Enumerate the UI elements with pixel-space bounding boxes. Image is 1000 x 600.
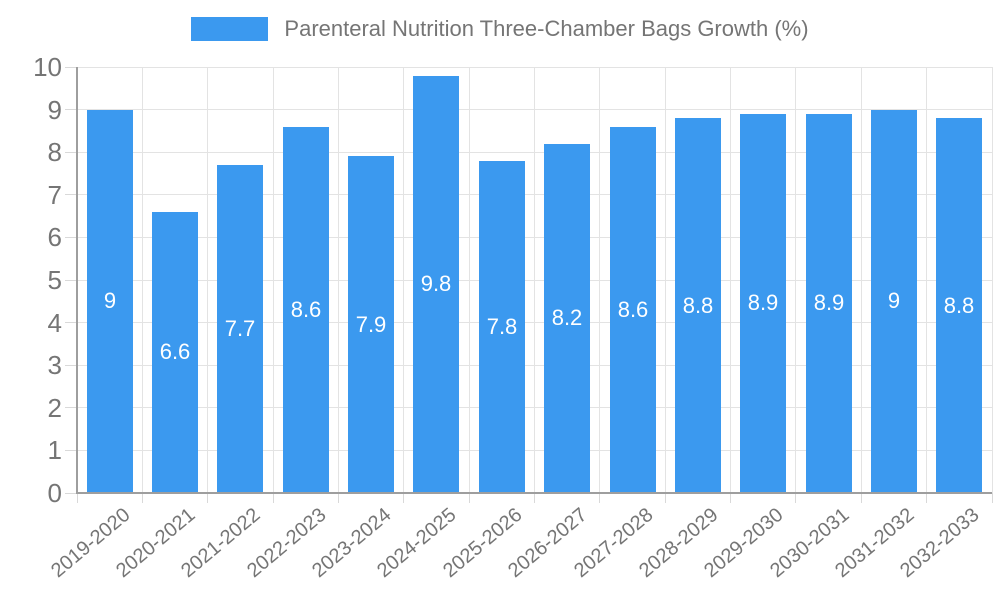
x-gridline — [664, 67, 666, 493]
bar — [544, 144, 590, 493]
y-tick-mark — [65, 279, 77, 281]
x-tick-mark — [795, 493, 797, 503]
bar — [283, 127, 329, 493]
x-gridline — [991, 67, 993, 493]
bar-value-label: 6.6 — [159, 339, 191, 364]
bar — [479, 161, 525, 493]
x-gridline — [795, 67, 797, 493]
bar — [806, 114, 852, 493]
bar — [610, 127, 656, 493]
x-gridline — [403, 67, 405, 493]
bar-value-label: 7.8 — [486, 314, 518, 339]
x-tick-mark — [272, 493, 274, 503]
y-axis-tick-label: 1 — [47, 435, 62, 465]
x-tick-mark — [730, 493, 732, 503]
x-gridline — [534, 67, 535, 493]
x-tick-mark — [403, 493, 405, 503]
x-tick-mark — [926, 493, 928, 503]
x-tick-mark — [76, 493, 78, 503]
y-tick-mark — [65, 236, 77, 238]
bar-value-label: 7.7 — [224, 316, 256, 341]
bar — [87, 110, 133, 493]
x-gridline — [468, 67, 470, 493]
x-gridline — [207, 67, 209, 493]
bar — [675, 118, 721, 493]
y-axis-tick-label: 9 — [47, 95, 62, 125]
bar-value-label: 8.6 — [617, 297, 649, 322]
y-tick-mark — [65, 492, 77, 494]
bar — [217, 165, 263, 493]
bar-value-label: 8.2 — [551, 305, 583, 330]
bar-value-label: 8.9 — [747, 290, 779, 315]
y-tick-mark — [65, 364, 77, 366]
x-gridline — [141, 67, 143, 493]
legend-label: Parenteral Nutrition Three-Chamber Bags … — [284, 16, 809, 41]
y-axis-tick-label: 2 — [47, 393, 62, 423]
x-tick-mark — [534, 493, 535, 503]
x-tick-mark — [860, 493, 862, 503]
x-gridline — [599, 67, 601, 493]
bar-value-label: 8.8 — [682, 293, 714, 318]
y-axis-tick-label: 4 — [47, 308, 62, 338]
legend: Parenteral Nutrition Three-Chamber Bags … — [0, 14, 1000, 44]
x-axis-line — [76, 492, 992, 494]
bar-value-label: 9 — [887, 288, 901, 313]
y-tick-mark — [65, 66, 77, 68]
x-tick-mark — [337, 493, 339, 503]
bar — [152, 212, 198, 493]
x-gridline — [337, 67, 339, 493]
bar-value-label: 9.8 — [420, 271, 452, 296]
y-tick-mark — [65, 449, 77, 451]
bar-value-label: 8.9 — [813, 290, 845, 315]
x-gridline — [926, 67, 928, 493]
y-axis-tick-label: 10 — [33, 52, 62, 82]
y-axis-line — [76, 67, 78, 494]
x-tick-mark — [599, 493, 601, 503]
bar-value-label: 7.9 — [355, 312, 387, 337]
bar — [413, 76, 459, 493]
y-axis-tick-label: 8 — [47, 137, 62, 167]
bar — [871, 110, 917, 493]
y-tick-mark — [65, 109, 77, 111]
bar — [936, 118, 982, 493]
bar — [740, 114, 786, 493]
bar-value-label: 8.8 — [943, 293, 975, 318]
y-axis-tick-label: 0 — [47, 478, 62, 508]
x-tick-mark — [468, 493, 470, 503]
y-axis-tick-label: 3 — [47, 350, 62, 380]
x-tick-mark — [991, 493, 993, 503]
y-tick-mark — [65, 322, 77, 324]
y-tick-mark — [65, 194, 77, 196]
legend-swatch — [191, 17, 269, 41]
y-axis-tick-label: 5 — [47, 265, 62, 295]
y-tick-mark — [65, 151, 77, 153]
x-gridline — [272, 67, 274, 493]
x-tick-mark — [664, 493, 666, 503]
bar — [348, 156, 394, 493]
x-tick-mark — [141, 493, 143, 503]
bar-value-label: 9 — [103, 288, 117, 313]
y-axis-tick-label: 6 — [47, 222, 62, 252]
bar-value-label: 8.6 — [290, 297, 322, 322]
y-axis-tick-label: 7 — [47, 180, 62, 210]
x-tick-mark — [207, 493, 209, 503]
x-gridline — [730, 67, 732, 493]
y-tick-mark — [65, 407, 77, 409]
x-gridline — [860, 67, 862, 493]
